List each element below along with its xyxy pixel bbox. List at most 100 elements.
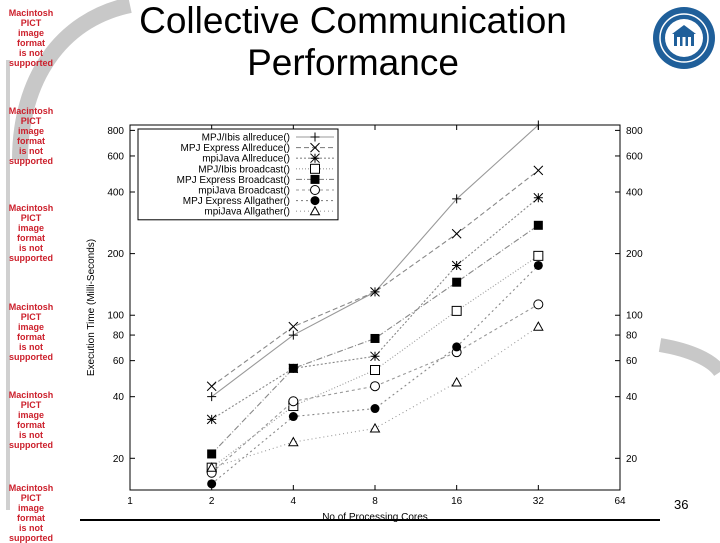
pict-text-line3: is not supported <box>9 146 53 166</box>
y-tick-label-right: 80 <box>626 331 638 342</box>
legend-entry-marker <box>310 153 320 164</box>
pict-placeholder: Macintosh PICT image format is not suppo… <box>3 483 59 543</box>
y-tick-label-right: 40 <box>626 392 638 403</box>
y-tick-label: 600 <box>107 151 124 162</box>
data-point <box>533 260 543 270</box>
slide-number: 36 <box>674 497 689 512</box>
series-5 <box>206 299 544 478</box>
legend-entry-label: MPJ Express Allreduce() <box>181 143 290 154</box>
pict-placeholder: Macintosh PICT image format is not suppo… <box>3 106 59 166</box>
pict-text-line1: Macintosh PICT <box>8 390 54 410</box>
series-line <box>211 197 539 420</box>
x-tick-label: 64 <box>614 496 626 507</box>
y-tick-label: 80 <box>113 331 125 342</box>
data-point <box>533 250 544 261</box>
footer-divider <box>80 519 660 521</box>
pict-text-line1: Macintosh PICT <box>8 302 54 322</box>
y-tick-label-right: 60 <box>626 356 638 367</box>
pict-text-line3: is not supported <box>9 243 53 263</box>
series-line <box>211 265 539 485</box>
data-point <box>287 436 299 447</box>
legend-entry-marker <box>310 185 320 195</box>
data-point <box>451 305 462 316</box>
pict-text-line3: is not supported <box>9 523 53 543</box>
data-point <box>452 277 462 287</box>
data-point <box>288 396 299 407</box>
series-1 <box>206 165 544 392</box>
data-point <box>288 363 298 373</box>
data-point <box>370 351 380 362</box>
y-tick-label: 40 <box>113 392 125 403</box>
data-point <box>370 404 380 414</box>
pict-text-line3: is not supported <box>9 48 53 68</box>
data-point <box>288 321 299 332</box>
legend-entry-label: MPJ/Ibis allreduce() <box>202 133 290 144</box>
data-point <box>533 220 543 230</box>
series-7 <box>206 321 544 472</box>
data-point <box>288 412 298 422</box>
legend-entry-label: mpiJava Allgather() <box>204 207 290 218</box>
legend-entry-marker <box>310 142 320 153</box>
y-tick-label: 400 <box>107 188 124 199</box>
y-tick-label-right: 200 <box>626 249 643 260</box>
data-point <box>451 260 462 271</box>
data-point <box>206 462 218 472</box>
series-line <box>211 303 539 474</box>
x-tick-label: 2 <box>209 496 215 507</box>
legend-entry-label: mpiJava Allreduce() <box>202 154 290 165</box>
data-point <box>532 321 544 331</box>
data-point <box>207 392 217 402</box>
slide-title-line2: Performance <box>247 42 459 83</box>
series-line <box>211 326 539 469</box>
pict-text-line2: image format <box>16 322 45 342</box>
y-tick-label: 800 <box>107 126 124 137</box>
pict-text-line3: is not supported <box>9 430 53 450</box>
series-line <box>211 224 539 455</box>
pict-text-line3: is not supported <box>9 342 53 362</box>
data-point <box>370 333 380 343</box>
x-tick-label: 4 <box>291 496 297 507</box>
y-tick-label-right: 600 <box>626 151 643 162</box>
data-point <box>451 376 463 387</box>
data-point <box>370 365 380 376</box>
pict-placeholder: Macintosh PICT image format is not suppo… <box>3 390 59 450</box>
legend-entry-label: MPJ Express Allgather() <box>183 196 290 207</box>
pict-text-line1: Macintosh PICT <box>8 8 54 28</box>
data-point <box>533 299 544 310</box>
legend-box <box>137 128 339 221</box>
pict-text-line2: image format <box>16 126 45 146</box>
data-point <box>533 120 543 130</box>
data-point <box>533 192 544 203</box>
pict-text-line1: Macintosh PICT <box>8 483 54 503</box>
pict-text-line2: image format <box>16 28 45 48</box>
x-tick-label: 16 <box>451 496 463 507</box>
data-point <box>533 165 544 176</box>
pict-placeholder: Macintosh PICT image format is not suppo… <box>3 203 59 263</box>
y-tick-label: 200 <box>107 249 124 260</box>
pict-placeholder: Macintosh PICT image format is not suppo… <box>3 302 59 362</box>
pict-text-line1: Macintosh PICT <box>8 106 54 126</box>
data-point <box>452 194 462 204</box>
data-point <box>207 479 217 489</box>
data-point <box>370 381 380 392</box>
x-tick-label: 8 <box>372 496 378 507</box>
y-tick-label-right: 800 <box>626 126 643 137</box>
y-axis-label: Execution Time (Milli-Seconds) <box>86 239 97 376</box>
x-axis-label: No of Processing Cores <box>322 512 428 522</box>
pict-text-line1: Macintosh PICT <box>8 203 54 223</box>
legend-entry-marker <box>310 174 320 184</box>
legend-entry-label: mpiJava Broadcast() <box>198 186 290 197</box>
slide-title: Collective Communication Performance <box>110 0 596 84</box>
series-line <box>211 169 539 387</box>
x-tick-label: 32 <box>533 496 545 507</box>
data-point <box>207 449 217 459</box>
legend-entry-label: MPJ/Ibis broadcast() <box>198 164 290 175</box>
pict-placeholder: Macintosh PICT image format is not suppo… <box>3 8 59 68</box>
legend-entry-label: MPJ Express Broadcast() <box>177 175 290 186</box>
y-tick-label-right: 100 <box>626 311 643 322</box>
data-point <box>451 228 462 239</box>
y-tick-label: 100 <box>107 311 124 322</box>
series-4 <box>207 220 543 459</box>
university-seal-logo <box>653 7 715 69</box>
x-tick-label: 1 <box>127 496 133 507</box>
